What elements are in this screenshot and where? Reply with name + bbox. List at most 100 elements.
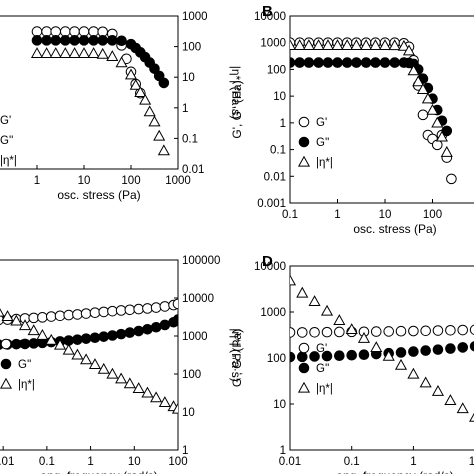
data-point (440, 145, 453, 157)
data-point (27, 324, 40, 336)
data-point (382, 349, 395, 361)
data-point (88, 358, 102, 369)
legend-marker (0, 377, 13, 389)
data-point (78, 35, 90, 46)
data-point (469, 324, 474, 335)
data-point (1, 310, 14, 321)
data-point (290, 351, 296, 363)
data-point (116, 35, 127, 47)
data-point (417, 109, 429, 121)
data-point (172, 314, 178, 325)
data-point (334, 326, 345, 338)
data-point (416, 83, 430, 94)
legend-marker (298, 342, 310, 354)
data-point (322, 57, 334, 68)
data-point (157, 144, 170, 156)
data-point (333, 314, 346, 325)
data-point (378, 39, 392, 50)
y-tick-label: 10 (273, 91, 286, 103)
data-point (150, 391, 163, 403)
data-point (59, 35, 71, 46)
data-point (321, 326, 333, 338)
x-tick-label: 10 (78, 175, 91, 187)
data-point (407, 64, 420, 76)
data-point (469, 341, 474, 352)
data-point (294, 57, 305, 68)
data-point (469, 412, 474, 422)
data-point (360, 57, 372, 68)
data-point (150, 321, 162, 333)
panel-letter-b: B (262, 3, 273, 20)
y-tick-label: 100 (267, 353, 286, 365)
y2-tick-label: 1 (182, 103, 188, 115)
x-tick-label: 100 (423, 209, 442, 221)
data-point (148, 115, 161, 127)
data-point (49, 47, 62, 59)
data-point (334, 350, 345, 362)
x-tick-label: 100 (168, 456, 187, 468)
data-point (383, 326, 395, 337)
y2-tick-label: 10 (182, 72, 195, 84)
data-point (45, 333, 58, 345)
data-point (106, 367, 119, 379)
data-point (456, 402, 469, 414)
data-point (129, 78, 142, 90)
data-point (432, 325, 444, 336)
data-point (397, 39, 410, 51)
data-point (159, 301, 171, 312)
legend-marker (298, 362, 310, 374)
legend-label: G'' (0, 135, 13, 147)
plot-frame (0, 259, 179, 451)
data-point (89, 332, 101, 344)
legend-marker (0, 338, 12, 350)
x-tick-label: 10 (469, 456, 474, 468)
data-point (69, 26, 80, 37)
data-point (345, 323, 358, 334)
data-point (341, 39, 354, 50)
y2-tick-label: 1000 (182, 11, 208, 23)
data-point (321, 39, 335, 50)
data-point (407, 367, 420, 379)
x-axis-label: osc. stress (Pa) (353, 222, 436, 236)
data-point (133, 325, 144, 337)
data-point (88, 35, 99, 46)
data-point (59, 47, 72, 59)
data-point (457, 342, 469, 353)
x-tick-label: 100 (121, 175, 140, 187)
data-point (346, 349, 358, 361)
data-point (62, 343, 75, 355)
legend-marker (297, 155, 311, 167)
data-point (80, 353, 93, 365)
legend-marker (298, 116, 310, 128)
data-point (388, 39, 401, 51)
data-point (54, 310, 66, 322)
data-point (379, 57, 391, 68)
x-tick-label: 1 (410, 456, 416, 468)
data-point (435, 130, 448, 142)
data-point (408, 325, 419, 337)
data-point (37, 312, 48, 323)
y2-tick-label: 1 (182, 445, 188, 457)
data-point (139, 93, 152, 105)
legend-marker (0, 358, 12, 370)
y2-tick-label: 100000 (182, 255, 220, 267)
data-point (303, 57, 315, 68)
data-point (143, 105, 156, 117)
data-point (45, 311, 57, 322)
data-point (408, 346, 419, 357)
legend-label: G' (316, 343, 327, 355)
data-point (133, 303, 144, 315)
data-point (72, 334, 83, 345)
data-point (28, 312, 40, 324)
x-axis-label: ang. frequency (rad/s) (40, 469, 157, 474)
y2-tick-label: 0.01 (182, 164, 204, 176)
y2-tick-label: 1000 (182, 331, 208, 343)
x-axis-label: osc. stress (Pa) (57, 188, 140, 202)
data-point (296, 351, 308, 363)
data-point (88, 26, 99, 37)
data-point (395, 325, 407, 337)
legend-label: G'' (316, 137, 329, 149)
x-tick-label: 1 (334, 209, 340, 221)
y-tick-label: 1000 (260, 38, 286, 50)
